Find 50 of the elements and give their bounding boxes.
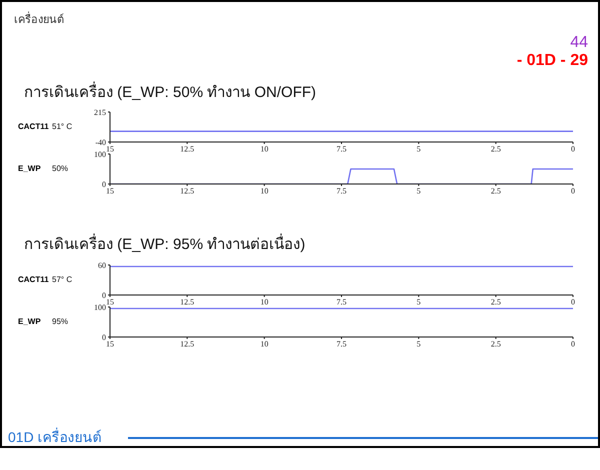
x-tick-label: 10 [260,186,268,196]
text: 50% [52,164,68,173]
text: - 01D - 29 [516,52,588,70]
chart-title: การเดินเครื่อง (E_WP: 50% ทำงาน ON/OFF) [24,80,316,103]
text: 44 [570,34,588,52]
x-tick-label: 7.5 [336,186,346,196]
y-tick-label: 0 [102,332,106,342]
x-tick-label: 10 [260,340,268,349]
x-tick-label: 15 [106,186,114,196]
y-axis-title: CACT11 [18,275,49,284]
x-tick-label: 2.5 [490,186,501,196]
text: 01D เครื่องยนต์ [8,426,102,447]
x-tick-label: 5 [416,186,421,196]
x-tick-label: 0 [571,298,575,307]
x-tick-label: 0 [571,144,575,154]
x-tick-label: 5 [416,298,421,307]
y-tick-label: 100 [94,302,106,312]
y-axis-title: CACT11 [18,122,49,131]
y-axis-title: E_WP [18,164,41,173]
chart-title: การเดินเครื่อง (E_WP: 95% ทำงานต่อเนื่อง) [24,232,306,255]
y-tick-label: -40 [95,138,106,147]
x-tick-label: 15 [106,298,114,307]
y-tick-label: 60 [98,260,106,270]
x-tick-label: 2.5 [490,298,501,307]
y-tick-label: 100 [94,150,106,159]
text: 57° C [52,275,72,284]
x-tick-label: 2.5 [490,340,501,349]
x-tick-label: 7.5 [336,298,346,307]
x-tick-label: 12.5 [180,186,194,196]
x-tick-label: 12.5 [180,298,194,307]
x-tick-label: 0 [571,340,575,349]
x-tick-label: 12.5 [180,340,194,349]
x-tick-label: 7.5 [336,144,346,154]
y-tick-label: 0 [102,290,106,300]
x-tick-label: 5 [416,144,421,154]
text: 95% [52,317,68,326]
x-tick-label: 5 [416,340,421,349]
x-tick-label: 0 [571,186,575,196]
x-tick-label: 15 [106,340,114,349]
x-tick-label: 10 [260,144,268,154]
x-tick-label: 12.5 [180,144,194,154]
text: เครื่องยนต์ [14,10,64,28]
x-tick-label: 2.5 [490,144,501,154]
y-tick-label: 215 [94,108,106,117]
text: 51° C [52,122,72,131]
x-tick-label: 15 [106,144,114,154]
y-axis-title: E_WP [18,317,41,326]
y-tick-label: 0 [102,180,106,189]
x-tick-label: 10 [260,298,268,307]
x-tick-label: 7.5 [336,340,346,349]
